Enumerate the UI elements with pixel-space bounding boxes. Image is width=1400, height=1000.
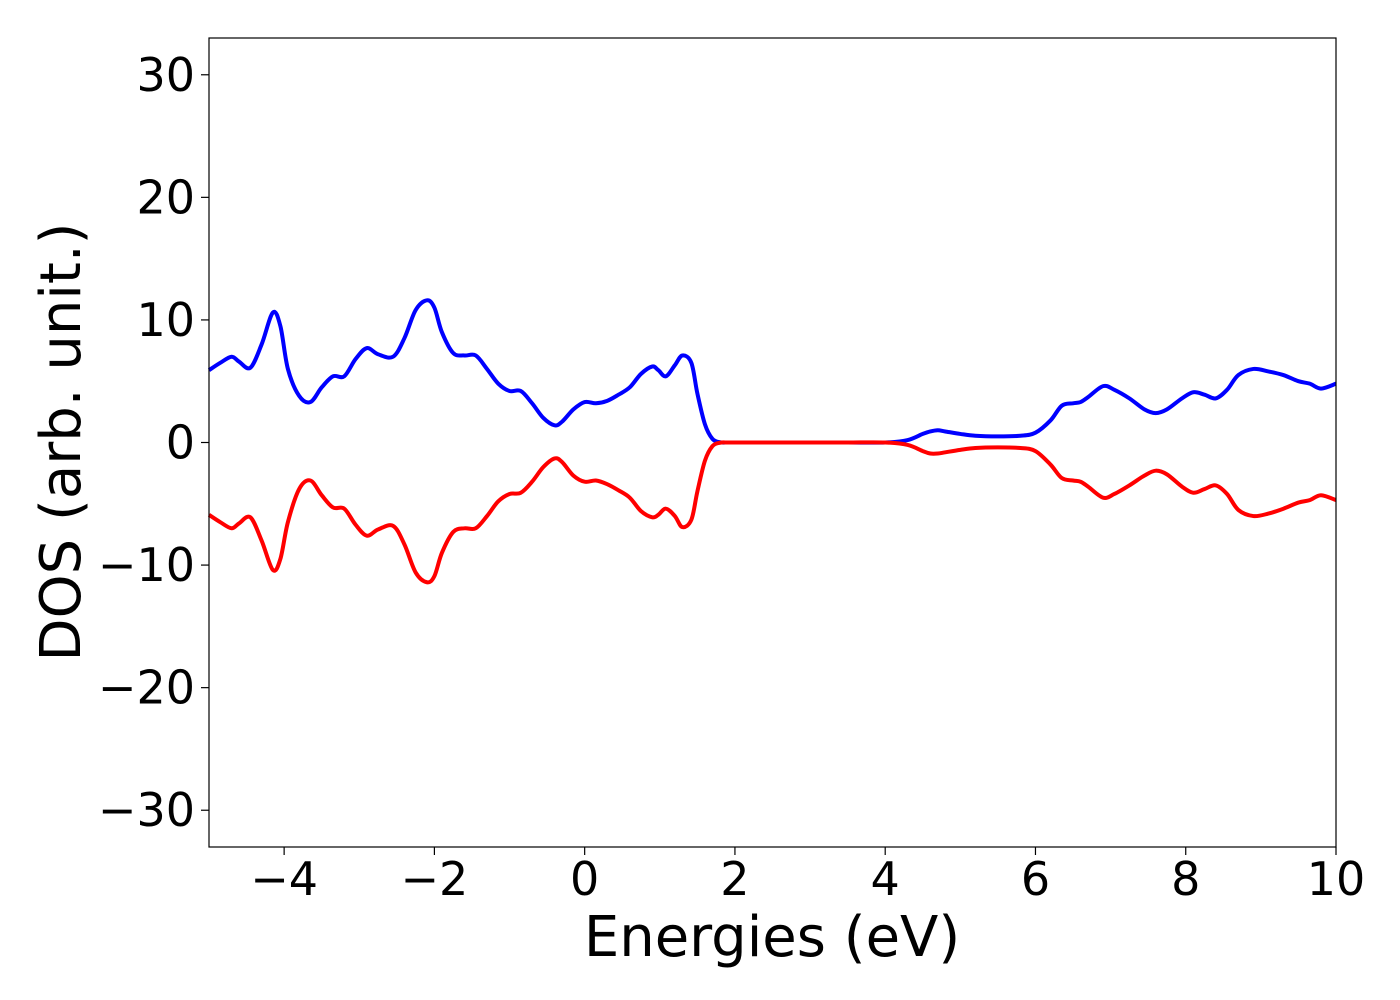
y-axis-label: DOS (arb. unit.) xyxy=(29,222,94,661)
x-tick-label: 6 xyxy=(1021,852,1050,906)
y-axis: −30 −20 −10 0 10 20 30 xyxy=(98,48,209,837)
x-tick-label: 4 xyxy=(871,852,900,906)
y-tick-label: 10 xyxy=(136,293,195,347)
y-tick-label: −20 xyxy=(98,661,195,715)
y-tick-label: 20 xyxy=(136,170,195,224)
x-tick-label: 8 xyxy=(1171,852,1200,906)
y-tick-label: −10 xyxy=(98,538,195,592)
x-tick-label: −4 xyxy=(250,852,318,906)
x-axis-label: Energies (eV) xyxy=(584,905,960,970)
x-tick-label: 10 xyxy=(1307,852,1366,906)
x-tick-label: 0 xyxy=(570,852,599,906)
series-line-1 xyxy=(207,298,1337,445)
x-tick-label: −2 xyxy=(400,852,468,906)
y-tick-label: −30 xyxy=(98,783,195,837)
x-tick-label: 2 xyxy=(720,852,749,906)
y-tick-label: 0 xyxy=(166,416,195,470)
x-axis: −4 −2 0 2 4 6 8 10 xyxy=(250,847,1365,906)
y-tick-label: 30 xyxy=(136,48,195,102)
series-layer xyxy=(207,298,1337,585)
series-line-2 xyxy=(207,440,1337,585)
